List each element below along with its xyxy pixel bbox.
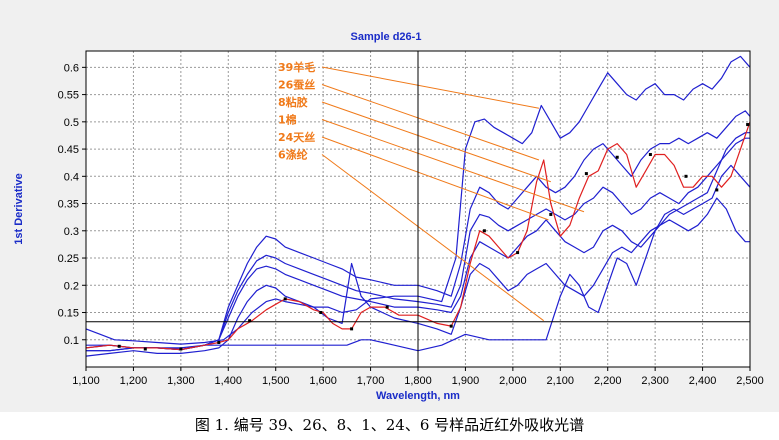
data-marker xyxy=(179,347,183,351)
y-axis-label: 1st Derivative xyxy=(13,173,25,245)
x-tick-label: 1,600 xyxy=(309,375,337,387)
x-tick-label: 1,500 xyxy=(262,375,290,387)
x-axis-ticks: 1,100 1,200 1,300 1,400 1,500 1,600 1,700 1,800… xyxy=(72,367,764,387)
data-marker xyxy=(549,212,553,216)
y-tick-label: 0.4 xyxy=(64,171,79,183)
data-marker xyxy=(746,123,750,127)
data-marker xyxy=(319,311,323,315)
y-tick-label: 0.15 xyxy=(58,308,79,320)
x-tick-label: 1,800 xyxy=(404,375,432,387)
x-tick-label: 1,100 xyxy=(72,375,100,387)
data-marker xyxy=(648,153,652,157)
x-axis-label: Wavelength, nm xyxy=(376,390,460,402)
annotation-label: 6涤纶 xyxy=(278,148,308,162)
annotation-label: 1棉 xyxy=(278,113,297,127)
y-tick-label: 0.45 xyxy=(58,144,79,156)
x-tick-label: 2,500 xyxy=(736,375,764,387)
annotation-label: 24天丝 xyxy=(278,130,315,144)
data-marker xyxy=(283,297,287,301)
chart-panel: 39羊毛 26蚕丝 8粘胶 1棉 24天丝 6涤纶 0.1 0.15 0.2 0.25 0.3 0.… xyxy=(0,0,779,412)
data-marker xyxy=(684,174,688,178)
y-tick-label: 0.35 xyxy=(58,199,79,211)
annotation-label: 8粘胶 xyxy=(278,95,308,109)
data-marker xyxy=(248,319,252,323)
data-marker xyxy=(482,229,486,233)
data-marker xyxy=(516,251,520,255)
x-tick-label: 1,900 xyxy=(452,375,480,387)
spectrum-line-7 xyxy=(85,121,751,351)
series-group xyxy=(85,55,751,357)
y-tick-label: 0.2 xyxy=(64,280,79,292)
data-marker xyxy=(584,172,588,176)
spectrum-line-1 xyxy=(85,55,751,345)
annotation-group: 39羊毛 26蚕丝 8粘胶 1棉 24天丝 6涤纶 xyxy=(278,60,585,322)
data-marker xyxy=(615,155,619,159)
x-tick-label: 2,300 xyxy=(641,375,669,387)
y-tick-label: 0.25 xyxy=(58,253,79,265)
annotation-leader xyxy=(321,66,540,109)
data-marker xyxy=(117,344,121,348)
data-marker xyxy=(350,327,354,331)
x-tick-label: 2,200 xyxy=(594,375,622,387)
x-tick-label: 2,400 xyxy=(689,375,717,387)
annotation-leader xyxy=(321,119,585,213)
y-tick-label: 0.3 xyxy=(64,226,79,238)
data-marker xyxy=(449,324,453,328)
data-marker xyxy=(143,347,147,351)
cursor-lines xyxy=(86,51,750,367)
marker-group xyxy=(117,123,750,351)
spectrum-line-5 xyxy=(85,197,750,357)
data-marker xyxy=(217,340,221,344)
annotation-label: 39羊毛 xyxy=(278,60,315,74)
y-tick-label: 0.6 xyxy=(64,62,79,74)
y-tick-label: 0.1 xyxy=(64,335,79,347)
y-tick-label: 0.5 xyxy=(64,117,79,129)
x-tick-label: 1,300 xyxy=(167,375,195,387)
annotation-leader xyxy=(321,154,544,322)
y-tick-label: 0.55 xyxy=(58,90,79,102)
y-axis-ticks: 0.1 0.15 0.2 0.25 0.3 0.35 0.4 0.45 0.5 0.55 0.6 xyxy=(58,62,86,347)
x-tick-label: 1,200 xyxy=(120,375,148,387)
spectrum-line-3 xyxy=(86,137,750,352)
annotation-leader xyxy=(321,136,549,221)
data-marker xyxy=(715,188,719,192)
annotation-leader xyxy=(321,84,540,161)
spectrum-line-2 xyxy=(86,110,751,351)
x-tick-label: 2,100 xyxy=(547,375,575,387)
data-marker xyxy=(385,305,389,309)
spectrum-line-6 xyxy=(85,164,751,352)
annotation-leader xyxy=(321,101,551,183)
x-tick-label: 2,000 xyxy=(499,375,527,387)
figure-caption: 图 1. 编号 39、26、8、1、24、6 号样品近红外吸收光谱 xyxy=(194,416,585,434)
annotation-label: 26蚕丝 xyxy=(278,78,315,92)
x-tick-label: 1,400 xyxy=(215,375,243,387)
spectrum-line-4 xyxy=(86,132,750,352)
x-tick-label: 1,700 xyxy=(357,375,385,387)
chart-title: Sample d26-1 xyxy=(351,31,422,43)
